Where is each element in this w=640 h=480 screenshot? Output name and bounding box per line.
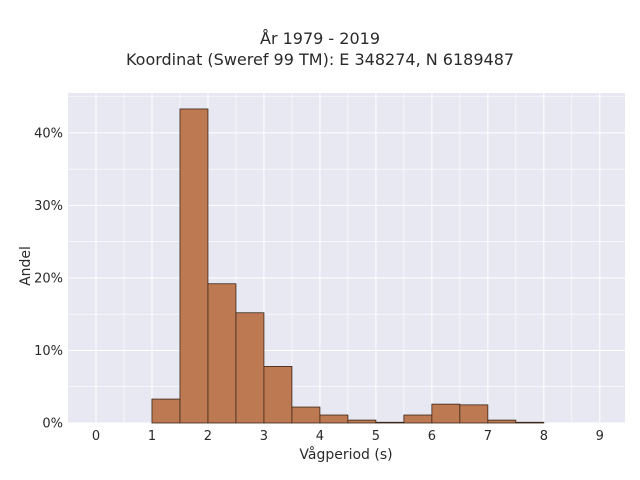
y-axis-ticks: 0% 10% 20% 30% 40%	[34, 126, 63, 431]
histogram-bar	[515, 421, 545, 424]
x-tick-label: 1	[148, 429, 156, 444]
y-tick-label: 20%	[34, 271, 63, 286]
x-tick-label: 4	[316, 429, 324, 444]
y-tick-label: 0%	[42, 417, 63, 432]
chart-title-line-1: År 1979 - 2019	[260, 29, 380, 48]
y-axis-label: Andel	[18, 246, 34, 286]
histogram-bar	[263, 366, 293, 424]
histogram-bar	[235, 312, 265, 424]
histogram-bar	[179, 108, 209, 424]
histogram-bar	[319, 414, 349, 424]
y-tick-label: 10%	[34, 344, 63, 359]
x-tick-label: 2	[204, 429, 212, 444]
histogram-bar	[431, 403, 461, 424]
chart-title-line-2: Koordinat (Sweref 99 TM): E 348274, N 61…	[125, 50, 515, 69]
histogram-bar	[459, 404, 489, 424]
x-tick-label: 6	[428, 429, 436, 444]
x-tick-label: 7	[484, 429, 492, 444]
x-axis-ticks: 0 1 2 3 4 5 6 7 8 9	[92, 429, 604, 444]
plot-area	[68, 93, 625, 423]
x-tick-label: 0	[92, 429, 100, 444]
histogram-bar	[403, 414, 433, 424]
histogram-bar	[151, 398, 181, 424]
bars-group	[151, 108, 545, 424]
histogram-bar	[207, 283, 237, 424]
histogram-bar	[375, 421, 405, 424]
y-tick-label: 40%	[34, 126, 63, 141]
histogram-bar	[347, 419, 377, 424]
x-tick-label: 8	[540, 429, 548, 444]
histogram-bar	[487, 419, 517, 424]
x-tick-label: 5	[372, 429, 380, 444]
x-axis-label: Vågperiod (s)	[299, 447, 393, 463]
x-tick-label: 3	[260, 429, 268, 444]
x-tick-label: 9	[596, 429, 604, 444]
y-tick-label: 30%	[34, 199, 63, 214]
histogram-bar	[291, 406, 321, 424]
